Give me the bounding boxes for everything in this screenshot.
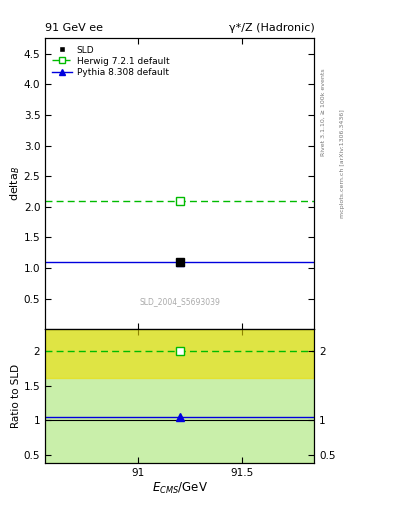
Bar: [45, 329, 314, 463]
Y-axis label: delta$_B$: delta$_B$: [9, 166, 22, 201]
Legend: SLD, Herwig 7.2.1 default, Pythia 8.308 default: SLD, Herwig 7.2.1 default, Pythia 8.308 …: [49, 42, 173, 81]
X-axis label: $E_{CMS}$/GeV: $E_{CMS}$/GeV: [152, 481, 208, 496]
Text: 91 GeV ee: 91 GeV ee: [45, 23, 103, 33]
Text: mcplots.cern.ch [arXiv:1306.3436]: mcplots.cern.ch [arXiv:1306.3436]: [340, 110, 345, 218]
Bar: [45, 329, 314, 377]
Y-axis label: Ratio to SLD: Ratio to SLD: [11, 364, 21, 429]
Text: γ*/Z (Hadronic): γ*/Z (Hadronic): [229, 23, 314, 33]
Text: Rivet 3.1.10, ≥ 100k events: Rivet 3.1.10, ≥ 100k events: [320, 69, 325, 157]
Text: SLD_2004_S5693039: SLD_2004_S5693039: [140, 297, 220, 306]
